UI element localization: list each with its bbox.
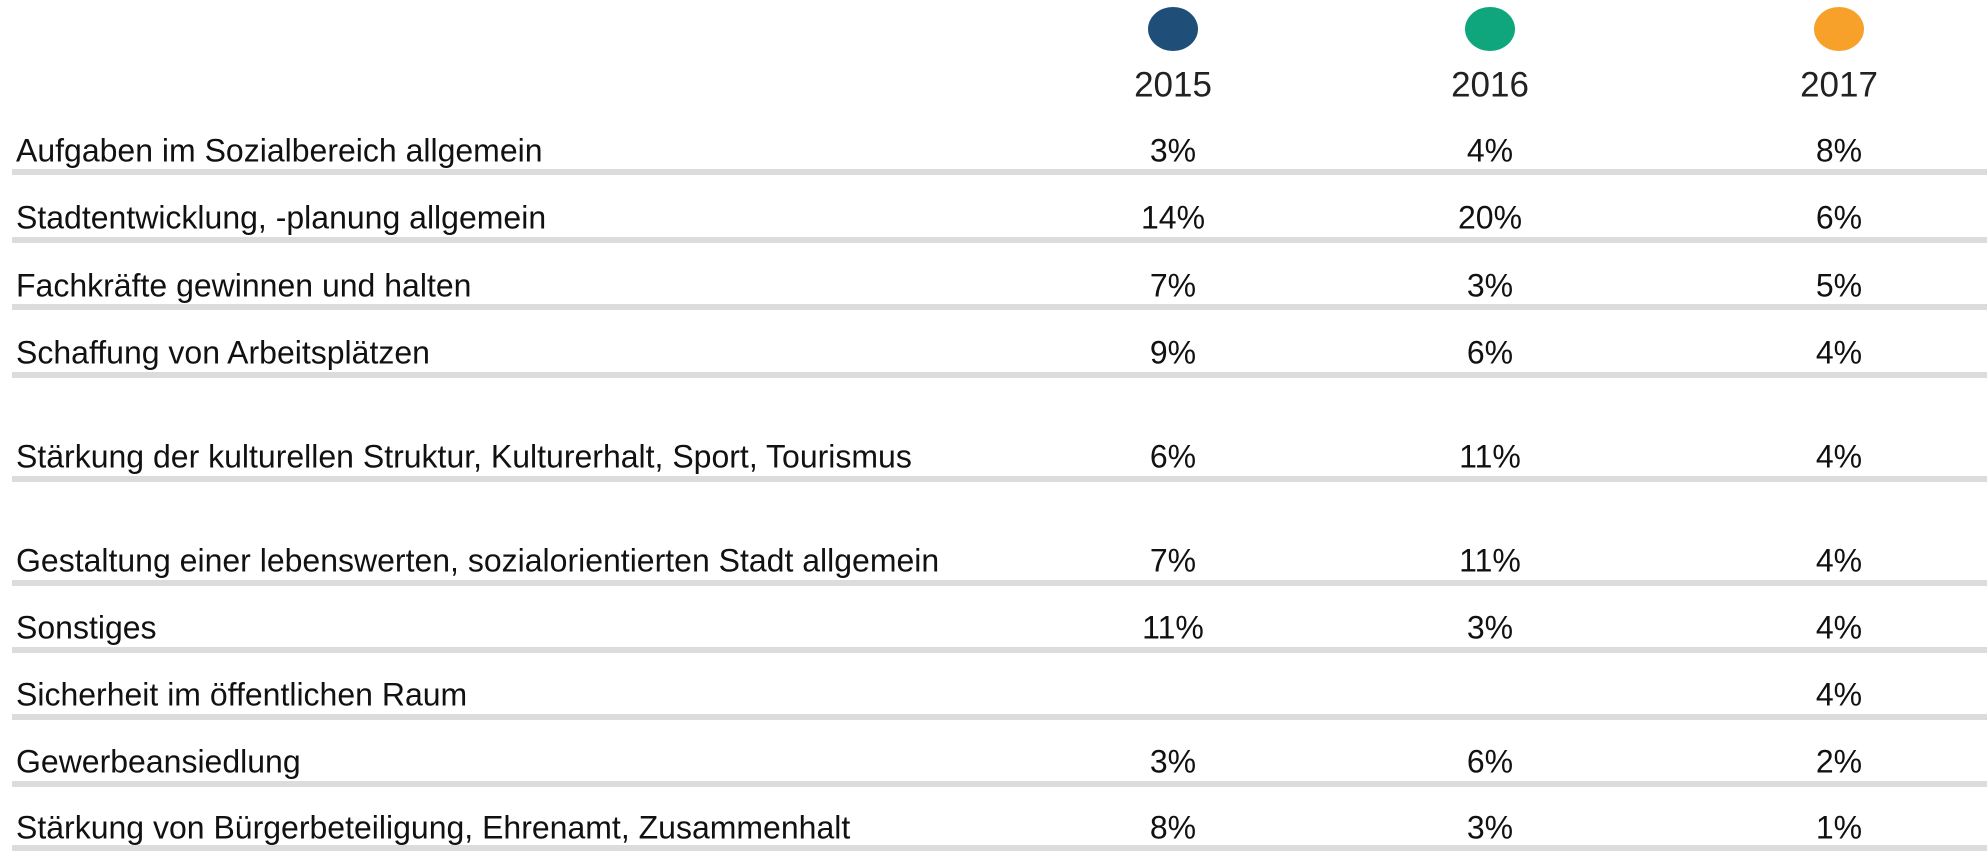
row-label: Sicherheit im öffentlichen Raum (16, 676, 467, 712)
cell-value: 6% (1816, 199, 1862, 235)
cell-value: 6% (1150, 438, 1196, 474)
cell-value: 6% (1467, 334, 1513, 370)
cell-value: 3% (1467, 609, 1513, 645)
legend-dot (1148, 7, 1198, 51)
cell-value: 14% (1141, 199, 1205, 235)
cell-value: 3% (1467, 267, 1513, 303)
row-label: Gewerbeansiedlung (16, 743, 301, 779)
row-separator (12, 304, 1987, 310)
column-header: 2015 (1134, 65, 1212, 104)
cell-value: 4% (1816, 542, 1862, 578)
cell-value: 11% (1459, 542, 1521, 578)
row-label: Sonstiges (16, 609, 157, 645)
cell-value: 8% (1816, 132, 1862, 168)
row-label: Stärkung von Bürgerbeteiligung, Ehrenamt… (16, 809, 850, 845)
cell-value: 2% (1816, 743, 1862, 779)
cell-value: 3% (1150, 743, 1196, 779)
cell-value: 20% (1458, 199, 1522, 235)
row-separator (12, 237, 1987, 243)
legend-dot (1465, 7, 1515, 51)
row-label: Gestaltung einer lebenswerten, sozialori… (16, 542, 939, 578)
cell-value: 8% (1150, 809, 1196, 845)
cell-value: 7% (1150, 267, 1196, 303)
row-separator (12, 647, 1987, 653)
row-separator (12, 845, 1987, 851)
row-separator (12, 372, 1987, 378)
row-separator (12, 169, 1987, 175)
legend-dot (1814, 7, 1864, 51)
row-label: Aufgaben im Sozialbereich allgemein (16, 132, 543, 168)
column-header: 2017 (1800, 65, 1878, 104)
row-label: Stadtentwicklung, -planung allgemein (16, 199, 546, 235)
cell-value: 6% (1467, 743, 1513, 779)
cell-value: 7% (1150, 542, 1196, 578)
cell-value: 11% (1142, 609, 1204, 645)
row-separator (12, 714, 1987, 720)
cell-value: 4% (1816, 334, 1862, 370)
cell-value: 1% (1816, 809, 1862, 845)
cell-value: 11% (1459, 438, 1521, 474)
cell-value: 9% (1150, 334, 1196, 370)
cell-value: 4% (1816, 676, 1862, 712)
row-label: Fachkräfte gewinnen und halten (16, 267, 471, 303)
cell-value: 3% (1467, 809, 1513, 845)
row-separator (12, 781, 1987, 787)
row-label: Schaffung von Arbeitsplätzen (16, 334, 430, 370)
row-separator (12, 580, 1987, 586)
cell-value: 4% (1816, 609, 1862, 645)
cell-value: 4% (1467, 132, 1513, 168)
column-header: 2016 (1451, 65, 1529, 104)
cell-value: 4% (1816, 438, 1862, 474)
row-label: Stärkung der kulturellen Struktur, Kultu… (16, 438, 912, 474)
cell-value: 5% (1816, 267, 1862, 303)
row-separator (12, 476, 1987, 482)
cell-value: 3% (1150, 132, 1196, 168)
